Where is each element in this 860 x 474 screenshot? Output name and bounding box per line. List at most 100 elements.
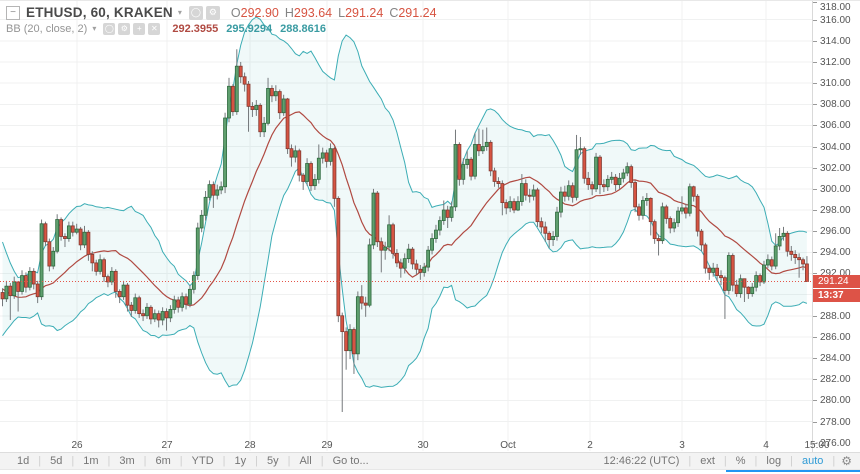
ohlc-value: 292.90 — [240, 5, 279, 20]
candlestick-chart — [0, 1, 812, 451]
price-tick — [813, 2, 817, 3]
separator: | — [832, 455, 836, 467]
chevron-down-icon[interactable]: ▾ — [177, 8, 182, 17]
indicator-row: BB (20, close, 2) ▾ ◯ ⚙ + ✕ 292.3955 295.… — [6, 21, 443, 36]
price-label: 308.00 — [820, 99, 851, 111]
price-axis[interactable]: 291.24 13:37 318.00 316.00 314.00 312.00 310… — [812, 1, 860, 452]
close-icon[interactable]: ✕ — [148, 22, 161, 35]
ohlc-key: C — [389, 5, 399, 20]
price-label: 318.00 — [820, 2, 851, 13]
bar-countdown-badge: 13:37 — [813, 289, 860, 302]
price-tick — [813, 273, 817, 275]
chart-legend: − ETHUSD, 60, KRAKEN ▾ ◯ ⚙ O292.90 H293.6… — [6, 4, 443, 36]
range-button-all[interactable]: All — [299, 455, 312, 467]
range-button-ytd[interactable]: YTD — [191, 455, 214, 467]
chevron-down-icon[interactable]: ▾ — [92, 24, 97, 33]
price-label: 312.00 — [820, 56, 851, 68]
price-label: 276.00 — [820, 437, 851, 449]
price-label: 300.00 — [820, 183, 851, 195]
time-label: Oct — [500, 440, 516, 451]
ohlc-value: 291.24 — [345, 5, 384, 20]
price-tick — [813, 104, 817, 106]
separator: | — [723, 455, 727, 467]
settings-gear-icon[interactable]: ⚙ — [841, 454, 852, 468]
symbol-title: ETHUSD, 60, KRAKEN — [26, 5, 173, 20]
price-tick — [813, 252, 817, 254]
range-buttons: 1d | 5d | 1m | 3m | 6m | YTD | 1y | 5y | All | Go to... — [8, 453, 378, 469]
bb-upper-line — [2, 16, 808, 287]
separator: | — [790, 455, 793, 467]
price-tick — [813, 167, 817, 169]
collapse-icon[interactable]: − — [6, 5, 20, 20]
price-label: 286.00 — [820, 331, 851, 343]
mode-button-percent[interactable]: % — [735, 455, 746, 467]
ohlc-key: O — [230, 5, 241, 20]
price-tick — [813, 231, 817, 233]
price-tick — [813, 188, 817, 190]
range-button-6m[interactable]: 6m — [155, 455, 171, 467]
price-tick — [813, 400, 817, 402]
separator: | — [71, 455, 75, 467]
price-tick — [813, 379, 817, 381]
range-button-5d[interactable]: 5d — [50, 455, 63, 467]
price-label: 282.00 — [820, 374, 851, 386]
price-label: 302.00 — [820, 162, 851, 174]
range-button-1y[interactable]: 1y — [234, 455, 247, 467]
indicator-value: 295.9294 — [226, 22, 273, 35]
separator: | — [287, 455, 291, 467]
ohlc-key: H — [284, 5, 294, 20]
separator: | — [688, 455, 692, 467]
scale-buttons: 12:46:22 (UTC) | ext |% | log | auto | ⚙ — [595, 453, 852, 469]
separator: | — [179, 455, 183, 467]
time-label: 29 — [321, 440, 333, 451]
chart-canvas[interactable] — [0, 1, 812, 452]
time-axis[interactable]: 26 27 28 29 30 Oct 2 3 4 15:00 — [0, 438, 860, 452]
price-tick — [813, 442, 817, 444]
indicator-values: 292.3955 295.9294 288.8616 — [172, 23, 334, 35]
separator: | — [754, 455, 758, 467]
price-tick — [813, 210, 817, 211]
mode-button-auto[interactable]: auto — [801, 455, 824, 467]
loading-bar — [726, 470, 860, 472]
price-label: 316.00 — [820, 14, 851, 26]
range-button-1d[interactable]: 1d — [17, 455, 30, 467]
gear-icon[interactable]: ⚙ — [205, 5, 220, 20]
mode-button-ext[interactable]: ext — [700, 455, 715, 467]
gear-icon[interactable]: ⚙ — [118, 22, 131, 35]
range-button-5y[interactable]: 5y — [266, 455, 279, 467]
utc-clock[interactable]: 12:46:22 (UTC) — [603, 455, 680, 467]
range-button-3m[interactable]: 3m — [119, 455, 135, 467]
price-tick — [813, 83, 817, 85]
price-label: 288.00 — [820, 310, 851, 322]
ohlc-value: 291.24 — [398, 5, 437, 20]
time-label: 28 — [244, 440, 256, 451]
price-label: 314.00 — [820, 35, 851, 47]
time-label: 3 — [679, 440, 685, 451]
bottom-strip — [0, 470, 860, 474]
time-label: 27 — [161, 440, 173, 451]
current-price-badge: 291.24 — [813, 275, 860, 288]
symbol-row: − ETHUSD, 60, KRAKEN ▾ ◯ ⚙ O292.90 H293.6… — [6, 4, 443, 21]
bottom-toolbar: 1d | 5d | 1m | 3m | 6m | YTD | 1y | 5y | All | Go to... 12… — [0, 452, 860, 470]
plus-icon[interactable]: + — [133, 22, 146, 35]
time-label: 4 — [763, 440, 769, 451]
separator: | — [320, 455, 324, 467]
range-button-1m[interactable]: 1m — [83, 455, 99, 467]
price-label: 280.00 — [820, 395, 851, 407]
time-label: 2 — [587, 440, 593, 451]
goto-button[interactable]: Go to... — [332, 455, 369, 467]
price-label: 310.00 — [820, 78, 851, 90]
indicator-name: BB (20, close, 2) — [6, 22, 88, 35]
price-tick — [813, 19, 817, 21]
eye-icon[interactable]: ◯ — [188, 5, 203, 20]
separator: | — [255, 455, 258, 467]
price-tick — [813, 61, 817, 63]
price-tick — [813, 40, 817, 42]
ohlc-values: O292.90 H293.64 L291.24 C291.24 — [231, 6, 443, 20]
mode-button-log[interactable]: log — [766, 455, 782, 467]
separator: | — [38, 455, 42, 467]
price-tick — [813, 146, 817, 148]
eye-icon[interactable]: ◯ — [103, 22, 116, 35]
indicator-value: 292.3955 — [172, 22, 219, 35]
price-tick — [813, 336, 817, 338]
